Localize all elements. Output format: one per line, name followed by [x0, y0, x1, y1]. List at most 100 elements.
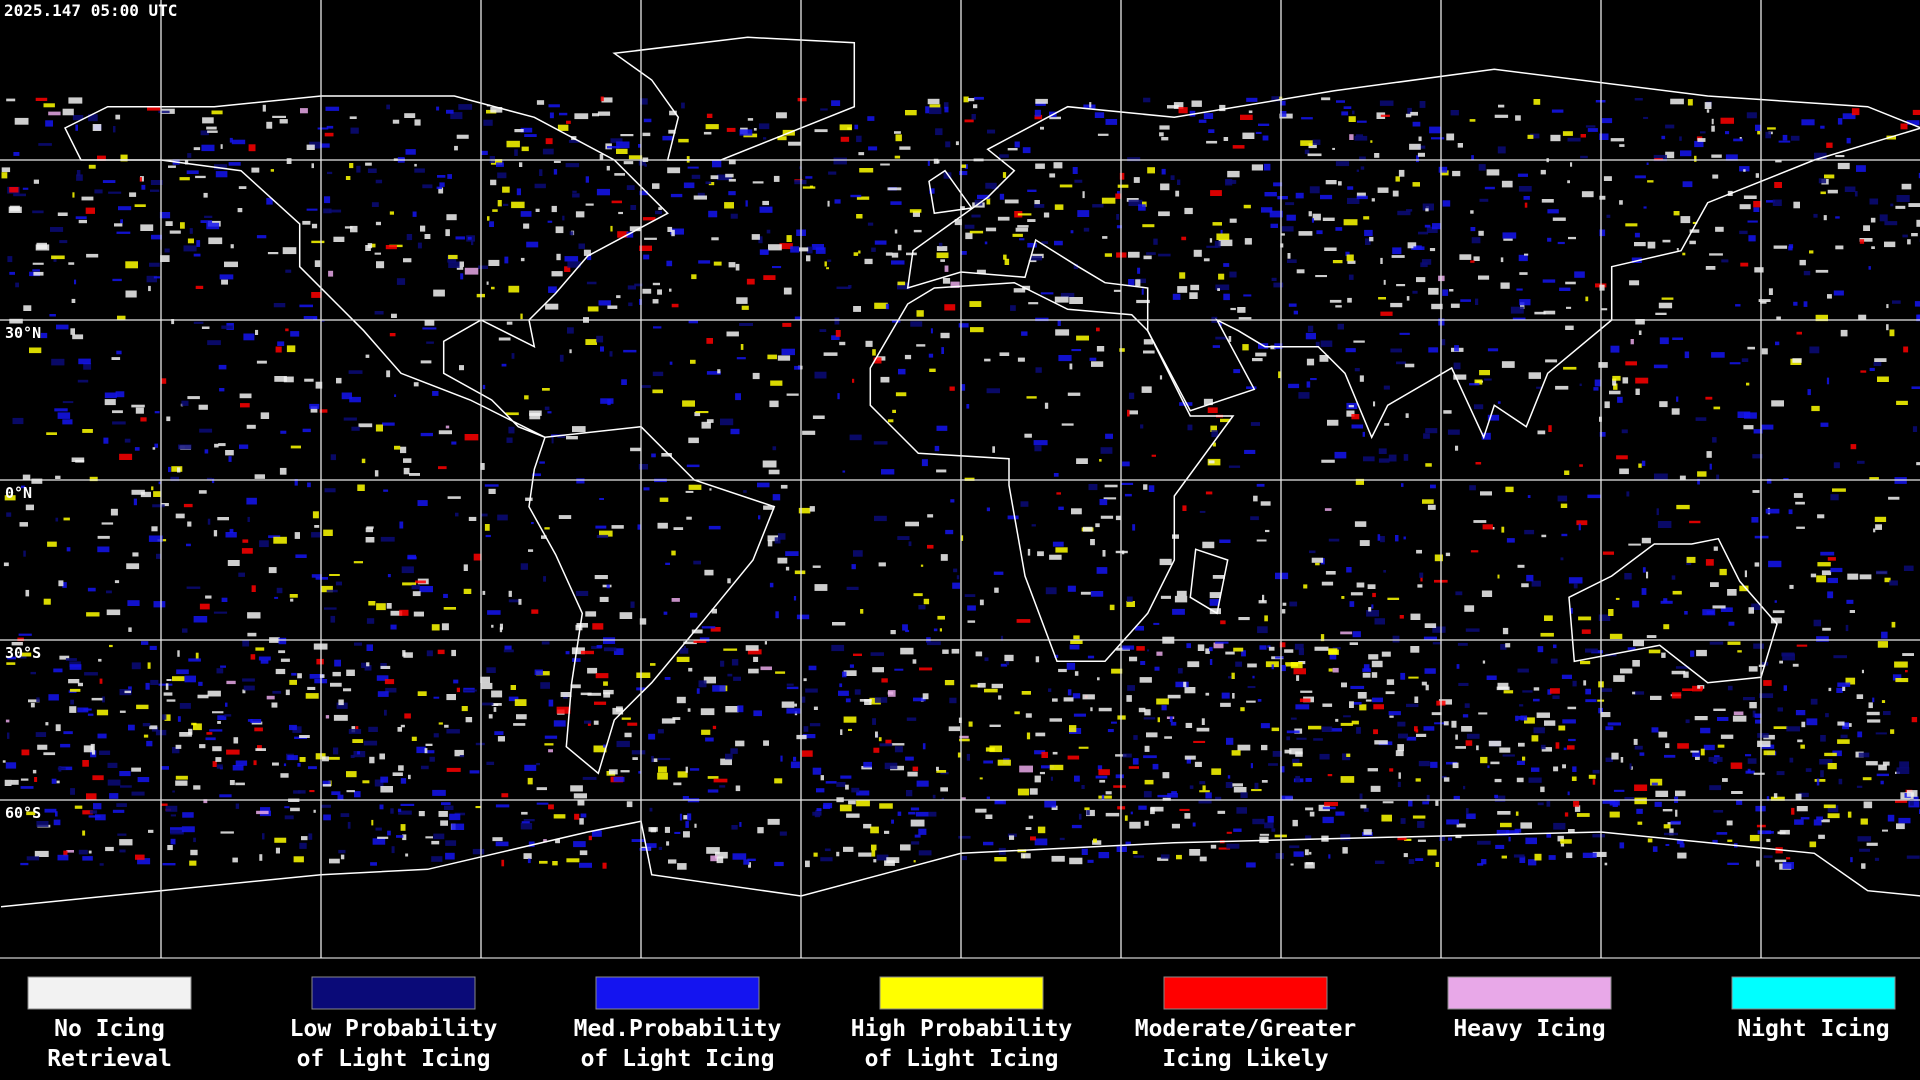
cloud-pixel [1000, 663, 1008, 667]
cloud-pixel [1610, 345, 1620, 353]
cloud-pixel [1378, 448, 1387, 454]
cloud-pixel [1720, 117, 1734, 124]
cloud-pixel [482, 384, 486, 390]
cloud-pixel [72, 334, 84, 340]
cloud-pixel [592, 113, 599, 117]
cloud-pixel [492, 837, 503, 842]
cloud-pixel [1416, 277, 1426, 283]
cloud-pixel [1212, 575, 1225, 579]
cloud-pixel [1553, 822, 1566, 830]
cloud-pixel [1176, 590, 1187, 596]
cloud-pixel [1414, 726, 1418, 732]
cloud-pixel [53, 668, 63, 673]
cloud-pixel [386, 104, 390, 110]
cloud-pixel [71, 457, 85, 462]
cloud-pixel [1198, 800, 1212, 804]
cloud-pixel [60, 743, 71, 748]
cloud-pixel [97, 733, 107, 739]
cloud-pixel [1379, 100, 1394, 106]
cloud-pixel [752, 181, 764, 184]
cloud-pixel [1534, 311, 1546, 315]
cloud-pixel [728, 191, 736, 196]
cloud-pixel [1052, 698, 1058, 702]
cloud-pixel [21, 485, 26, 489]
cloud-pixel [960, 856, 967, 861]
cloud-pixel [166, 679, 172, 681]
cloud-pixel [1383, 385, 1390, 390]
cloud-pixel [1642, 567, 1646, 573]
cloud-pixel [1417, 839, 1426, 842]
cloud-pixel [1363, 808, 1369, 812]
cloud-pixel [105, 846, 114, 852]
cloud-pixel [776, 112, 787, 119]
cloud-pixel [1786, 726, 1800, 732]
cloud-pixel [1524, 253, 1529, 256]
cloud-pixel [1311, 557, 1324, 563]
cloud-pixel [1341, 111, 1349, 116]
cloud-pixel [1641, 460, 1646, 467]
cloud-pixel [1856, 165, 1866, 172]
cloud-pixel [1820, 551, 1835, 556]
cloud-pixel [1684, 611, 1688, 615]
cloud-pixel [1745, 754, 1752, 757]
cloud-pixel [967, 605, 976, 611]
cloud-pixel [1271, 828, 1276, 832]
cloud-pixel [1522, 690, 1533, 693]
cloud-pixel [1298, 231, 1313, 236]
cloud-pixel [1027, 242, 1037, 248]
cloud-pixel [1104, 253, 1112, 257]
cloud-pixel [1033, 440, 1048, 446]
cloud-pixel [1244, 449, 1256, 454]
cloud-pixel [701, 626, 716, 629]
cloud-pixel [1310, 378, 1317, 381]
cloud-pixel [1272, 751, 1282, 757]
cloud-pixel [973, 104, 978, 109]
cloud-pixel [299, 304, 313, 308]
graticule [0, 0, 1920, 958]
cloud-pixel [446, 694, 456, 701]
cloud-pixel [331, 791, 341, 795]
cloud-pixel [1654, 473, 1668, 481]
cloud-pixel [43, 103, 55, 108]
cloud-pixel [508, 590, 512, 597]
cloud-pixel [137, 858, 151, 865]
cloud-pixel [1873, 528, 1876, 533]
cloud-pixel [31, 478, 43, 484]
cloud-pixel [166, 699, 176, 702]
cloud-pixel [1519, 299, 1531, 306]
cloud-pixel [505, 412, 519, 416]
cloud-pixel [1661, 297, 1674, 300]
cloud-pixel [1138, 707, 1146, 713]
cloud-pixel [892, 409, 896, 413]
cloud-pixel [793, 596, 797, 601]
cloud-pixel [497, 514, 508, 521]
cloud-pixel [1231, 750, 1241, 756]
cloud-pixel [1301, 117, 1313, 120]
cloud-pixel [371, 202, 379, 207]
cloud-pixel [390, 624, 397, 630]
cloud-pixel [26, 856, 40, 861]
cloud-pixel [1573, 583, 1578, 589]
cloud-pixel [1257, 699, 1262, 702]
cloud-pixel [153, 491, 161, 497]
cloud-pixel [943, 102, 949, 109]
cloud-pixel [151, 526, 158, 532]
cloud-pixel [688, 320, 698, 324]
cloud-pixel [299, 735, 310, 738]
cloud-pixel [1345, 348, 1356, 353]
cloud-pixel [302, 220, 311, 225]
cloud-pixel [1327, 419, 1339, 426]
cloud-pixel [1643, 206, 1647, 209]
cloud-pixel [181, 826, 195, 833]
cloud-pixel [224, 714, 232, 717]
cloud-pixel [6, 662, 16, 665]
cloud-pixel [1261, 780, 1268, 783]
cloud-pixel [353, 561, 363, 564]
cloud-pixel [1052, 751, 1058, 755]
cloud-pixel [1159, 558, 1172, 566]
cloud-pixel [1634, 691, 1645, 695]
cloud-pixel [1281, 233, 1285, 236]
cloud-pixel [1779, 660, 1783, 664]
cloud-pixel [83, 362, 92, 370]
cloud-pixel [1086, 809, 1095, 817]
